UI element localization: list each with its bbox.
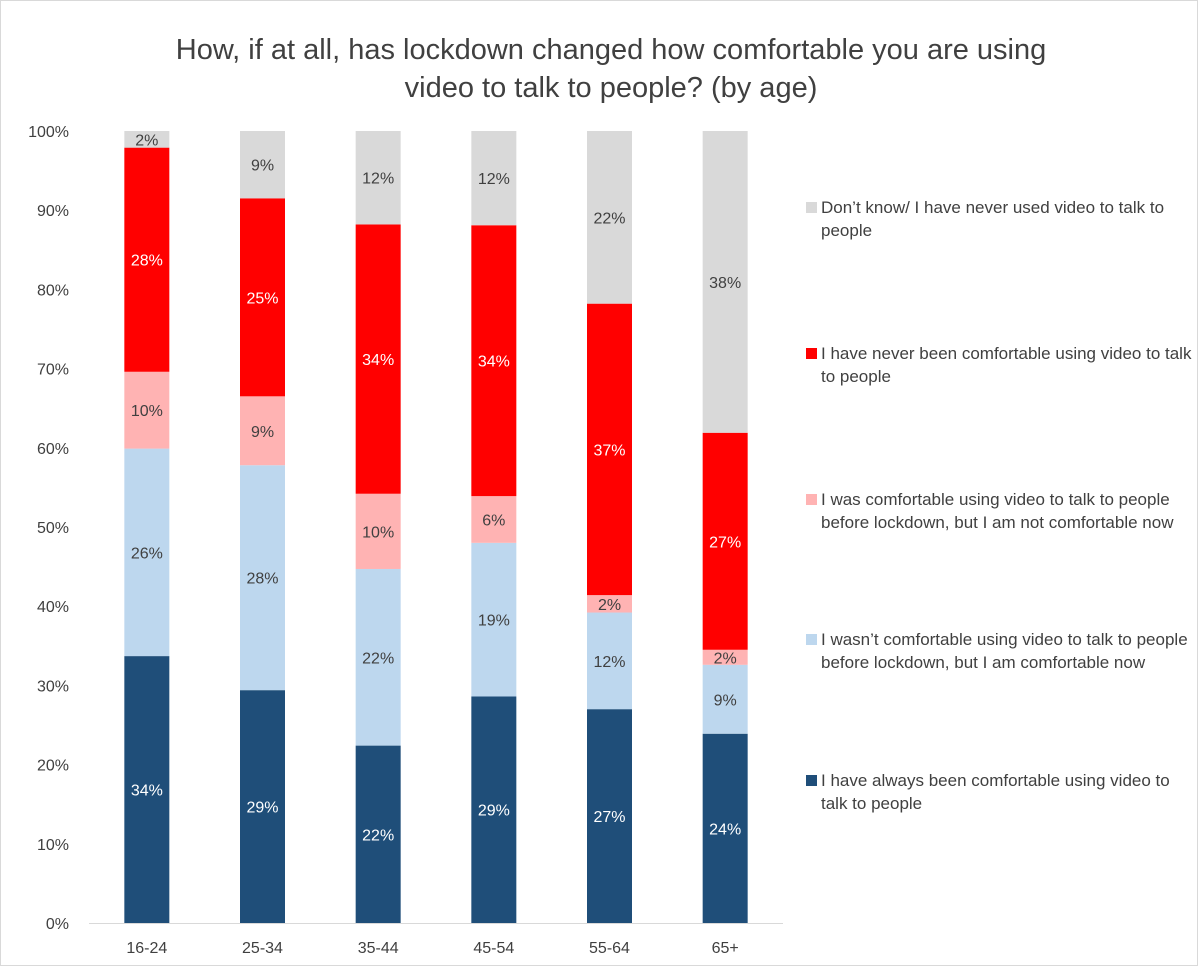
legend-label: I have never been comfortable using vide… — [821, 344, 1192, 386]
data-label: 6% — [482, 512, 505, 529]
bar-segment — [355, 493, 401, 569]
y-tick-label: 30% — [37, 678, 69, 695]
data-label: 26% — [131, 545, 163, 562]
bar-segment — [240, 198, 285, 397]
data-label: 27% — [593, 809, 625, 826]
data-label: 19% — [478, 613, 510, 630]
bar-segment — [702, 664, 748, 734]
data-label: 12% — [593, 654, 625, 671]
data-label: 34% — [131, 783, 163, 800]
bar-segment — [240, 396, 285, 466]
x-tick-label: 16-24 — [126, 940, 167, 957]
bar-segment — [702, 649, 748, 665]
y-tick-label: 90% — [37, 203, 69, 220]
legend-label: I was comfortable using video to talk to… — [821, 490, 1174, 532]
data-label: 27% — [709, 534, 741, 551]
x-tick-label: 35-44 — [358, 940, 399, 957]
legend-swatch — [806, 348, 817, 359]
bar-segment — [124, 131, 170, 148]
bar-segment — [240, 131, 285, 199]
chart-title-line-1: How, if at all, has lockdown changed how… — [175, 34, 1047, 66]
y-tick-label: 40% — [37, 599, 69, 616]
data-label: 12% — [362, 171, 394, 188]
data-label: 12% — [478, 171, 510, 188]
bar-segment — [587, 303, 632, 596]
legend-item-dont-know: Don’t know/ I have never used video to t… — [806, 196, 1196, 242]
bar-segment — [240, 465, 285, 691]
data-label: 10% — [362, 524, 394, 541]
bar-segment — [587, 612, 632, 710]
data-label: 38% — [709, 275, 741, 292]
y-tick-label: 20% — [37, 758, 69, 775]
data-label: 22% — [593, 210, 625, 227]
bar-segment — [240, 690, 285, 923]
bar-segment — [587, 595, 632, 613]
bar-segment — [702, 733, 748, 923]
x-tick-label: 25-34 — [242, 940, 283, 957]
x-tick-label: 45-54 — [473, 940, 514, 957]
bar-segment — [124, 448, 170, 657]
data-label: 24% — [709, 821, 741, 838]
data-label: 34% — [478, 354, 510, 371]
y-tick-label: 60% — [37, 441, 69, 458]
legend-label: I have always been comfortable using vid… — [821, 771, 1170, 813]
bar-segment — [355, 224, 401, 494]
legend-swatch — [806, 202, 817, 213]
data-label: 25% — [246, 290, 278, 307]
bar-segment — [124, 656, 170, 923]
bar-segment — [587, 131, 632, 304]
bar-segment — [702, 432, 748, 650]
data-label: 22% — [362, 827, 394, 844]
chart-title: How, if at all, has lockdown changed how… — [1, 31, 1197, 107]
legend-item-never-comfortable: I have never been comfortable using vide… — [806, 342, 1196, 388]
data-label: 34% — [362, 352, 394, 369]
data-label: 28% — [246, 571, 278, 588]
y-tick-label: 80% — [37, 282, 69, 299]
data-label: 22% — [362, 650, 394, 667]
y-tick-label: 70% — [37, 362, 69, 379]
bar-segment — [471, 496, 517, 543]
x-tick-label: 55-64 — [589, 940, 630, 957]
data-label: 10% — [131, 403, 163, 420]
bar-segment — [124, 371, 170, 449]
data-label: 2% — [714, 650, 737, 667]
y-tick-label: 0% — [46, 916, 69, 933]
bar-segment — [587, 709, 632, 923]
data-label: 2% — [598, 597, 621, 614]
y-tick-label: 10% — [37, 837, 69, 854]
y-tick-label: 50% — [37, 520, 69, 537]
legend-swatch — [806, 634, 817, 645]
bar-segment — [355, 568, 401, 746]
bar-segment — [355, 131, 401, 225]
bar-segment — [702, 131, 748, 433]
data-label: 9% — [251, 424, 274, 441]
legend-item-always-comfortable: I have always been comfortable using vid… — [806, 769, 1196, 815]
data-label: 29% — [246, 800, 278, 817]
data-label: 29% — [478, 803, 510, 820]
legend-label: Don’t know/ I have never used video to t… — [821, 198, 1165, 240]
bar-segment — [124, 147, 170, 372]
data-label: 9% — [251, 158, 274, 175]
legend-swatch — [806, 494, 817, 505]
legend-item-comfortable-now: I wasn’t comfortable using video to talk… — [806, 628, 1196, 674]
y-tick-label: 100% — [28, 124, 69, 141]
data-label: 9% — [714, 692, 737, 709]
bar-segment — [471, 696, 517, 923]
bar-segment — [471, 542, 517, 697]
chart-title-line-2: video to talk to people? (by age) — [404, 72, 818, 104]
legend-label: I wasn’t comfortable using video to talk… — [821, 630, 1188, 672]
data-label: 28% — [131, 253, 163, 270]
bar-segment — [355, 745, 401, 923]
bar-segment — [471, 225, 517, 497]
legend-item-was-comfortable-not-now: I was comfortable using video to talk to… — [806, 488, 1196, 534]
data-label: 37% — [593, 442, 625, 459]
data-label: 2% — [135, 132, 158, 149]
x-tick-label: 65+ — [712, 940, 739, 957]
bar-segment — [471, 131, 517, 226]
legend-swatch — [806, 775, 817, 786]
